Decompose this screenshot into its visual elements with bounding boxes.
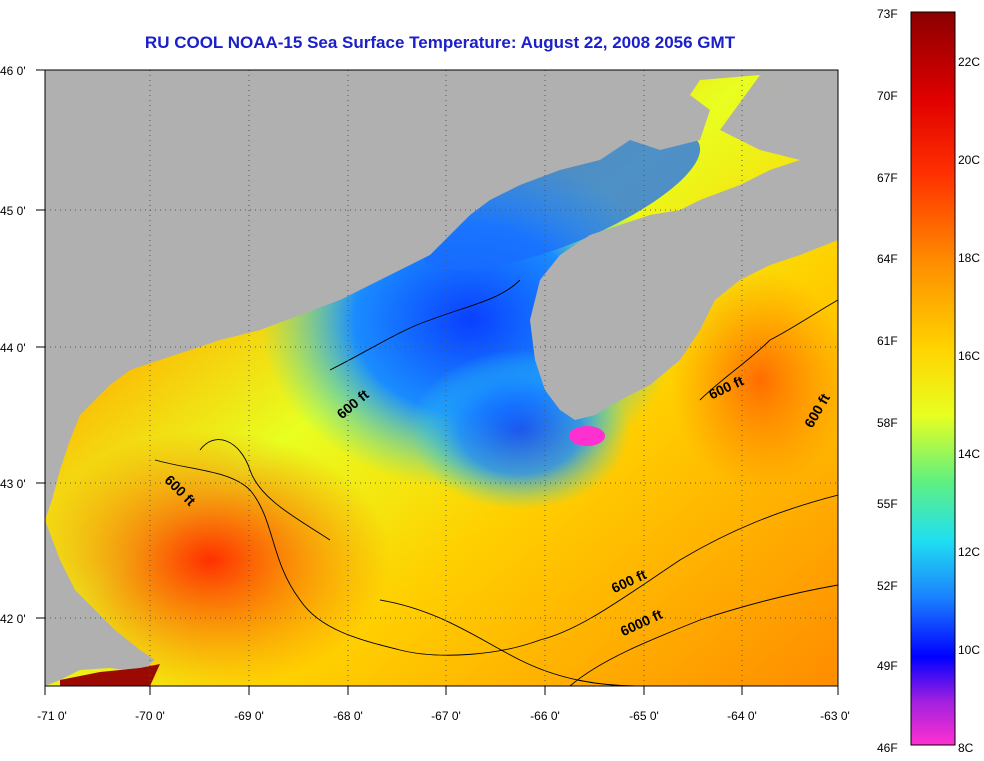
longitude-label: -65 0' xyxy=(629,709,659,723)
nantucket-warm xyxy=(60,664,160,686)
colorbar: 73F 70F 67F 64F 61F 58F 55F 52F 49F 46F … xyxy=(877,7,980,755)
latitude-label: 42 0' xyxy=(0,612,26,626)
map-border xyxy=(44,69,839,687)
map-title: RU COOL NOAA-15 Sea Surface Temperature:… xyxy=(144,33,736,52)
axis-ticks xyxy=(36,69,839,695)
longitude-label: -63 0' xyxy=(820,709,850,723)
longitude-label: -68 0' xyxy=(333,709,363,723)
colorbar-celsius-label: 22C xyxy=(958,55,980,69)
graticule xyxy=(45,70,838,686)
colorbar-fahrenheit-label: 61F xyxy=(877,334,898,348)
isobath-contours xyxy=(154,279,838,686)
colorbar-celsius-label: 18C xyxy=(958,251,980,265)
warm-water-patch xyxy=(45,430,390,686)
colorbar-fahrenheit-label: 67F xyxy=(877,171,898,185)
colorbar-celsius-label: 14C xyxy=(958,447,980,461)
longitude-label: -69 0' xyxy=(234,709,264,723)
colorbar-celsius-label: 12C xyxy=(958,545,980,559)
colorbar-celsius-label: 20C xyxy=(958,153,980,167)
colorbar-fahrenheit-label: 46F xyxy=(877,741,898,755)
colorbar-fahrenheit-label: 58F xyxy=(877,416,898,430)
colorbar-fahrenheit-label: 70F xyxy=(877,89,898,103)
longitude-label: -66 0' xyxy=(530,709,560,723)
colorbar-gradient xyxy=(910,11,956,746)
colorbar-celsius-label: 16C xyxy=(958,349,980,363)
colorbar-fahrenheit-label: 49F xyxy=(877,659,898,673)
longitude-label: -71 0' xyxy=(37,709,67,723)
latitude-axis: 46 0' 45 0' 44 0' 43 0' 42 0' xyxy=(0,64,26,626)
latitude-label: 46 0' xyxy=(0,64,26,78)
longitude-label: -64 0' xyxy=(727,709,757,723)
land-new-england xyxy=(45,70,838,520)
latitude-label: 43 0' xyxy=(0,477,26,491)
latitude-label: 45 0' xyxy=(0,204,26,218)
colorbar-fahrenheit-label: 64F xyxy=(877,252,898,266)
colorbar-fahrenheit-label: 52F xyxy=(877,579,898,593)
longitude-label: -67 0' xyxy=(431,709,461,723)
land-cape-cod xyxy=(45,520,155,686)
latitude-label: 44 0' xyxy=(0,341,26,355)
colorbar-celsius-label: 8C xyxy=(958,741,974,755)
cold-pink-spot xyxy=(569,426,605,446)
longitude-label: -70 0' xyxy=(135,709,165,723)
colorbar-celsius-label: 10C xyxy=(958,643,980,657)
bay-of-fundy-cold xyxy=(419,130,701,270)
colorbar-fahrenheit-label: 73F xyxy=(877,7,898,21)
colorbar-fahrenheit-label: 55F xyxy=(877,497,898,511)
land-nova-scotia xyxy=(530,70,838,420)
longitude-axis: -71 0' -70 0' -69 0' -68 0' -67 0' -66 0… xyxy=(37,709,850,723)
map-panel: 600 ft 600 ft 600 ft 600 ft 600 ft 6000 … xyxy=(45,70,838,686)
